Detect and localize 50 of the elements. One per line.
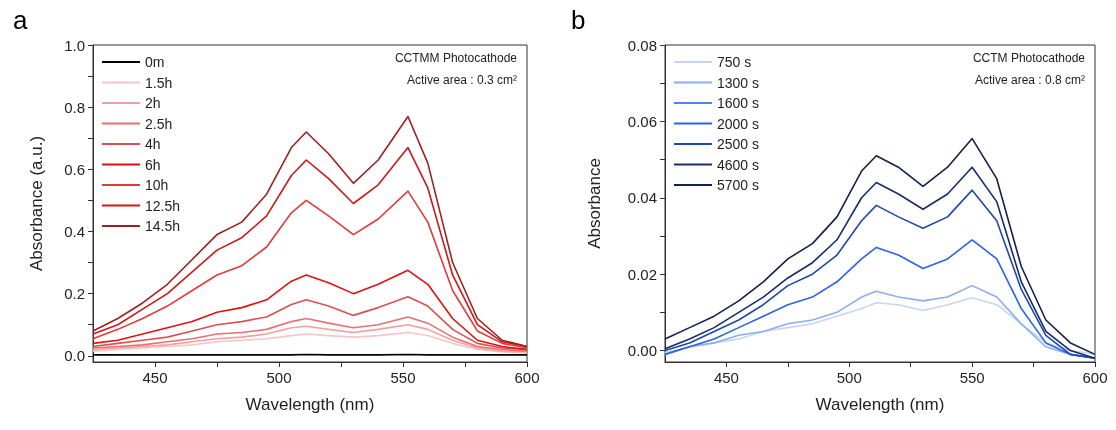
legend-label: 6h [145, 156, 161, 173]
line-series [92, 316, 528, 352]
x-axis-title: Wavelength (nm) [245, 395, 375, 414]
x-tick-label: 500 [266, 369, 292, 386]
y-axis-title: Absorbance [585, 158, 604, 249]
y-tick-label: 1.0 [64, 36, 85, 54]
y-tick-label: 0.8 [64, 98, 85, 116]
annotation: Active area : 0.8 cm² [974, 73, 1086, 87]
line-series [92, 323, 528, 353]
x-tick-label: 550 [959, 369, 985, 386]
line-series [664, 297, 1096, 356]
annotation: CCTM Photocathode [972, 51, 1086, 65]
y-tick-label: 0.2 [64, 285, 85, 303]
legend-label: 750 s [717, 54, 752, 70]
legend-label: 2h [145, 95, 161, 111]
line-series [92, 190, 528, 349]
y-tick-label: 0.00 [627, 342, 657, 360]
y-tick-label: 0.4 [64, 222, 85, 240]
x-tick-label: 500 [836, 369, 862, 386]
x-tick-label: 450 [713, 369, 739, 386]
legend-label: 4600 s [717, 156, 760, 173]
x-tick-label: 550 [390, 369, 416, 386]
chart-title: a [13, 5, 28, 35]
legend-label: 1600 s [717, 95, 760, 111]
y-tick-label: 0.02 [627, 265, 657, 283]
chart-title: b [571, 5, 586, 35]
y-tick-label: 0.08 [627, 36, 657, 54]
legend-label: 1300 s [717, 74, 760, 91]
line-series [92, 269, 528, 351]
x-axis-title: Wavelength (nm) [815, 395, 945, 414]
x-tick-label: 600 [514, 369, 540, 386]
y-tick-label: 0.0 [64, 347, 85, 365]
legend-label: 2.5h [145, 115, 173, 132]
y-tick-label: 0.6 [64, 160, 85, 178]
legend-label: 0m [145, 54, 165, 70]
x-tick-label: 450 [142, 369, 168, 386]
y-tick-label: 0.04 [627, 189, 657, 207]
y-tick-label: 0.06 [627, 112, 657, 130]
annotation: CCTMM Photocathode [394, 51, 518, 65]
legend-label: 4h [145, 136, 161, 152]
annotation: Active area : 0.3 cm² [406, 73, 518, 87]
legend-label: 12.5h [145, 197, 181, 214]
x-tick-label: 600 [1082, 369, 1108, 386]
legend-label: 14.5h [145, 218, 181, 234]
y-axis-title: Absorbance (a.u.) [27, 135, 46, 272]
legend-label: 1.5h [145, 74, 173, 91]
legend-label: 2500 s [717, 136, 760, 152]
legend-label: 10h [145, 177, 169, 193]
legend-label: 2000 s [717, 115, 760, 132]
legend-label: 5700 s [717, 177, 760, 193]
